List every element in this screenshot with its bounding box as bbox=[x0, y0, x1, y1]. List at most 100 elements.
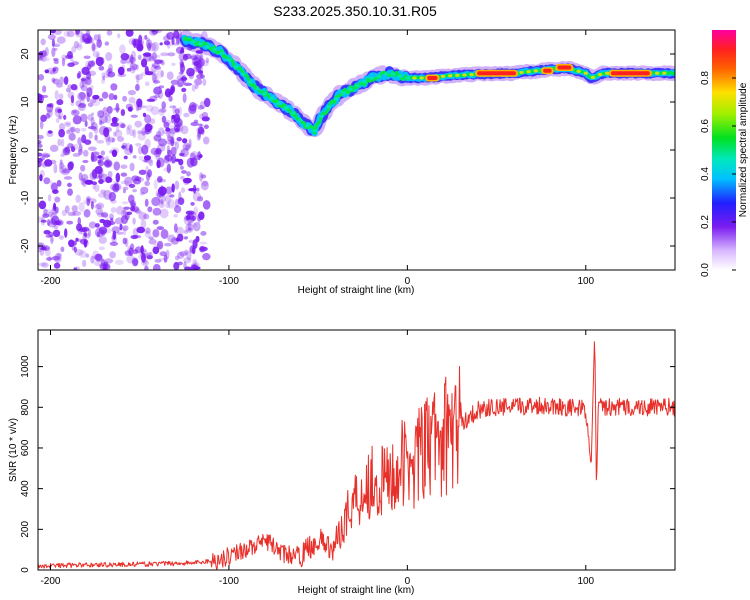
colorbar-tick-label: 0.6 bbox=[700, 119, 711, 133]
noise-blob bbox=[93, 127, 99, 134]
noise-blob bbox=[39, 119, 44, 130]
noise-blob bbox=[131, 206, 140, 213]
ridge-spot bbox=[440, 74, 446, 78]
noise-blob bbox=[94, 223, 100, 228]
noise-blob bbox=[119, 44, 126, 54]
noise-blob bbox=[135, 83, 140, 91]
noise-blob bbox=[170, 237, 179, 245]
noise-blob bbox=[132, 235, 142, 239]
noise-blob bbox=[42, 85, 47, 93]
noise-blob bbox=[116, 136, 125, 142]
noise-blob bbox=[72, 110, 77, 114]
noise-blob bbox=[190, 264, 199, 270]
noise-blob bbox=[90, 117, 95, 127]
noise-blob bbox=[94, 227, 104, 238]
noise-blob bbox=[104, 126, 113, 133]
noise-blob bbox=[143, 265, 149, 270]
noise-blob bbox=[170, 146, 177, 156]
noise-blob bbox=[140, 219, 147, 229]
noise-blob bbox=[86, 87, 93, 98]
noise-blob bbox=[67, 62, 75, 68]
noise-blob bbox=[92, 94, 100, 100]
noise-blob bbox=[120, 123, 126, 129]
noise-blob bbox=[139, 105, 147, 109]
noise-blob bbox=[110, 207, 117, 213]
noise-blob bbox=[152, 207, 162, 216]
noise-blob bbox=[144, 65, 149, 75]
noise-blob bbox=[184, 266, 192, 270]
noise-blob bbox=[114, 259, 124, 265]
noise-blob bbox=[141, 259, 150, 266]
noise-blob bbox=[68, 127, 74, 133]
noise-blob bbox=[87, 102, 94, 108]
noise-blob bbox=[181, 170, 187, 174]
noise-blob bbox=[202, 253, 211, 261]
noise-blob bbox=[163, 121, 170, 129]
snr-x-label: Height of straight line (km) bbox=[298, 585, 415, 596]
ridge-spot bbox=[212, 47, 217, 52]
noise-blob bbox=[50, 234, 54, 245]
noise-blob bbox=[197, 126, 205, 135]
noise-blob bbox=[132, 178, 141, 185]
noise-blob bbox=[147, 169, 152, 178]
ridge-spot bbox=[276, 101, 282, 105]
ridge-spot bbox=[369, 76, 374, 80]
noise-blob bbox=[63, 76, 69, 85]
noise-blob bbox=[150, 106, 160, 116]
noise-blob bbox=[197, 70, 204, 75]
noise-blob bbox=[156, 240, 164, 250]
noise-blob bbox=[150, 64, 158, 73]
noise-blob bbox=[144, 230, 152, 238]
noise-blob bbox=[175, 46, 185, 54]
ridge-spot bbox=[262, 92, 267, 96]
noise-blob bbox=[77, 137, 82, 146]
noise-blob bbox=[57, 138, 62, 147]
noise-blob bbox=[82, 259, 87, 267]
noise-blob bbox=[187, 227, 193, 231]
ridge-spot bbox=[405, 76, 410, 80]
noise-blob bbox=[78, 202, 85, 212]
noise-blob bbox=[63, 114, 67, 120]
ridge-spot bbox=[333, 97, 339, 101]
noise-blob bbox=[38, 200, 47, 210]
noise-blob bbox=[141, 144, 149, 155]
noise-blob bbox=[64, 121, 71, 126]
noise-blob bbox=[52, 78, 61, 85]
noise-blob bbox=[54, 106, 62, 114]
noise-blob bbox=[41, 245, 51, 252]
noise-blob bbox=[111, 116, 118, 124]
snr-y-axis: 0 200 400 600 800 1000 bbox=[20, 355, 675, 573]
noise-blob bbox=[90, 201, 94, 210]
noise-blob bbox=[100, 189, 106, 194]
ridge-spot bbox=[590, 75, 596, 79]
noise-blob bbox=[126, 126, 130, 136]
noise-blob bbox=[143, 53, 153, 62]
noise-blob bbox=[190, 202, 195, 206]
noise-blob bbox=[112, 131, 117, 137]
noise-blob bbox=[67, 91, 75, 99]
noise-blob bbox=[88, 221, 97, 229]
noise-blob bbox=[134, 246, 143, 254]
noise-blob bbox=[75, 194, 81, 203]
noise-blob bbox=[38, 53, 44, 60]
noise-blob bbox=[132, 155, 137, 159]
noise-blob bbox=[53, 30, 62, 35]
noise-blob bbox=[178, 71, 184, 75]
noise-blob bbox=[77, 217, 82, 226]
noise-blob bbox=[112, 230, 117, 240]
noise-blob bbox=[154, 59, 163, 64]
spectrogram-x-label: Height of straight line (km) bbox=[298, 285, 415, 296]
noise-blob bbox=[104, 41, 110, 46]
noise-blob bbox=[81, 173, 89, 183]
ridge-spot bbox=[362, 80, 367, 84]
noise-blob bbox=[167, 234, 176, 243]
noise-blob bbox=[100, 150, 106, 156]
noise-blob bbox=[165, 140, 175, 145]
noise-blob bbox=[107, 170, 113, 179]
noise-blob bbox=[185, 210, 195, 215]
noise-blob bbox=[109, 241, 119, 246]
noise-blob bbox=[62, 147, 71, 156]
noise-blob bbox=[132, 189, 137, 193]
noise-blob bbox=[174, 108, 180, 115]
noise-blob bbox=[170, 86, 175, 92]
